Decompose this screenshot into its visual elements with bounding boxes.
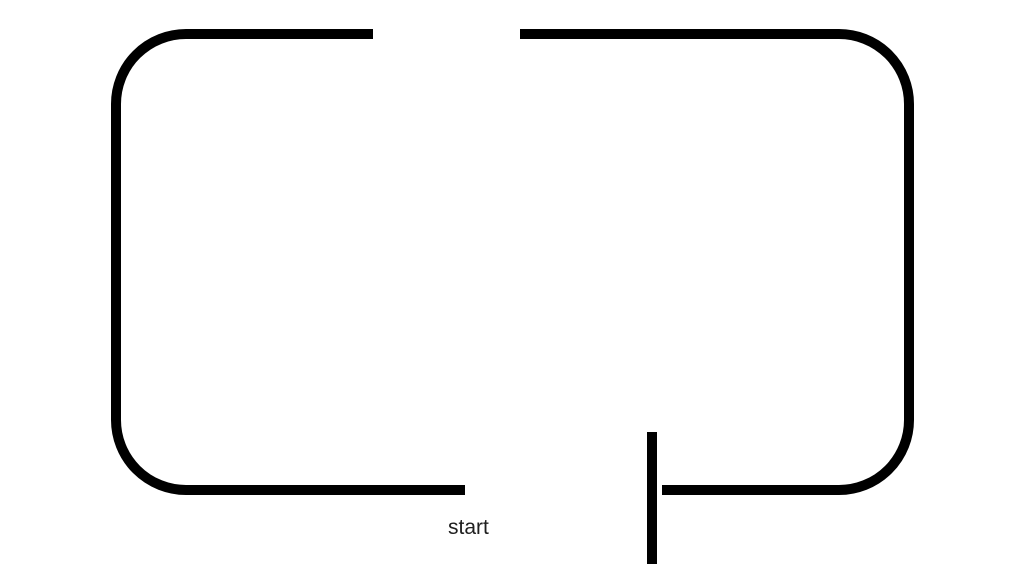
watermark: 老丁教乐高 [844,516,962,542]
watermark-text: 老丁教乐高 [872,516,962,542]
track-path [116,34,909,490]
track-diagram: start 老丁教乐高 [0,0,1021,578]
track-svg [0,0,1021,578]
start-label: start [448,516,489,540]
wechat-icon [844,518,866,540]
